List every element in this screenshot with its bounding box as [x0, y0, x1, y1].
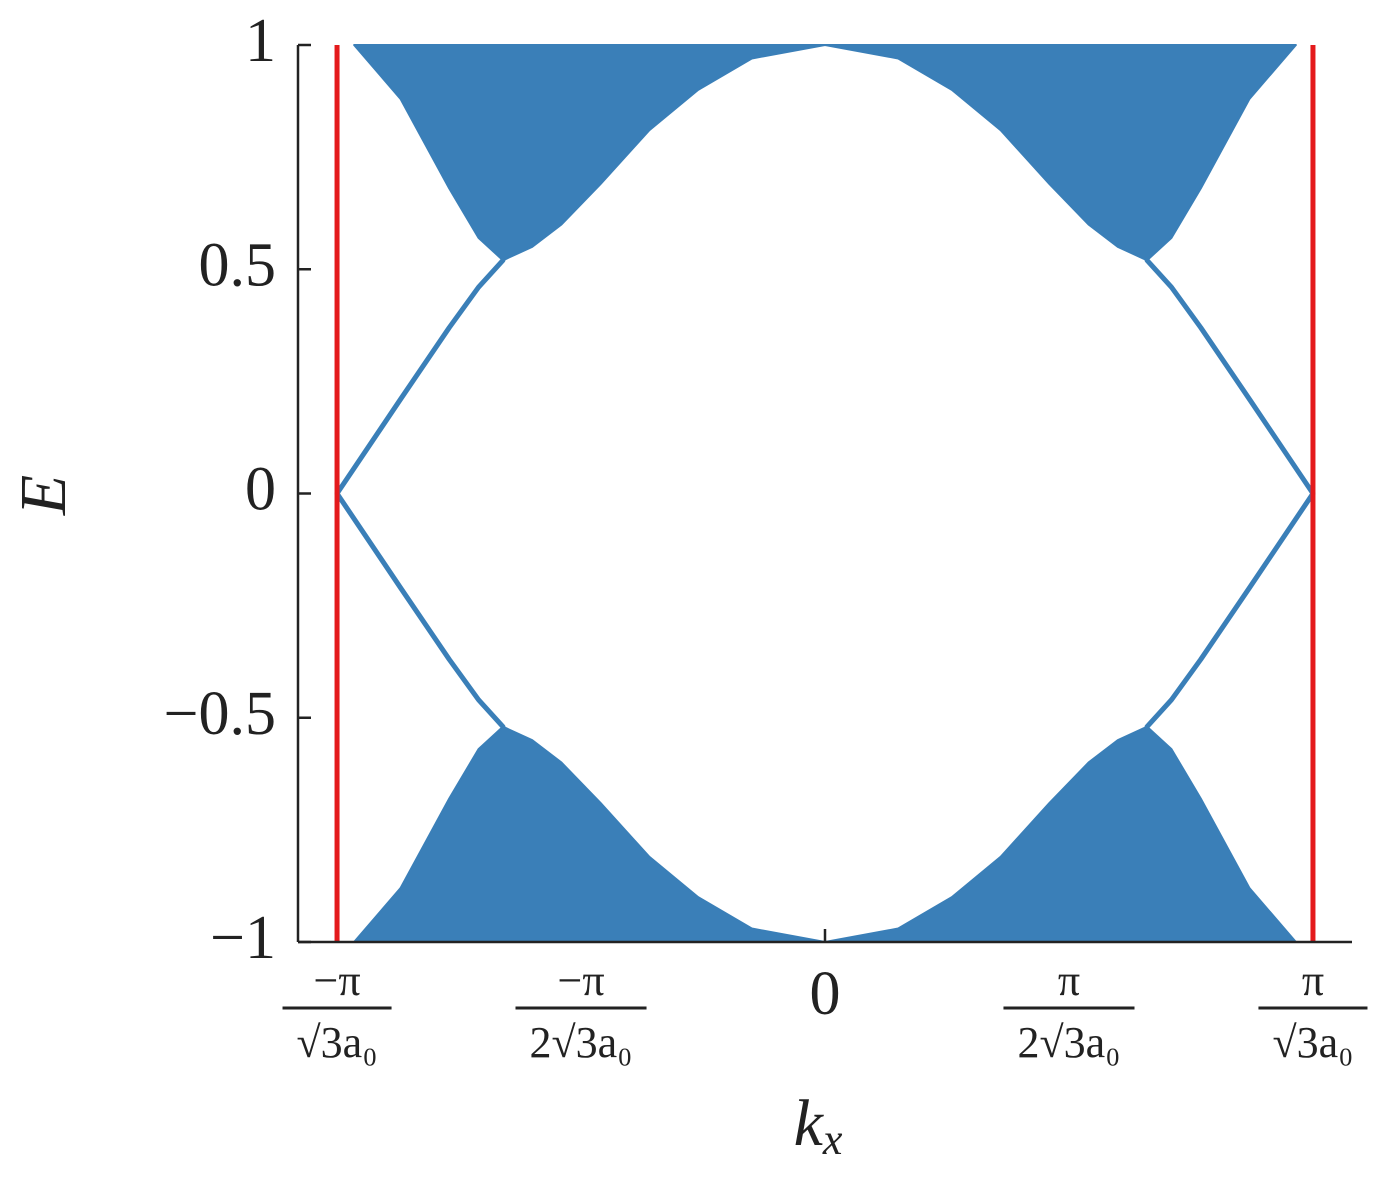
edge-state-line [1144, 257, 1316, 496]
y-tick-label: 0 [245, 456, 276, 524]
edge-state-line [334, 491, 506, 730]
x-tick-label: 0 [810, 960, 841, 1028]
x-axis-label: kx [794, 1087, 843, 1164]
edge-state-line [334, 257, 506, 496]
band-area [353, 725, 1297, 943]
y-tick-label: 1 [245, 7, 276, 75]
x-tick-denominator: 2√3a₀ [530, 1018, 633, 1067]
edge-state-line [1144, 491, 1316, 730]
x-tick-denominator: √3a₀ [297, 1018, 378, 1067]
x-tick-numerator: −π [558, 956, 605, 1005]
x-tick-denominator: 2√3a₀ [1017, 1018, 1120, 1067]
x-axis-label-sub: x [822, 1115, 843, 1164]
x-tick-numerator: −π [314, 956, 361, 1005]
y-tick-label: 0.5 [199, 231, 277, 299]
x-axis-label-base: k [794, 1087, 825, 1160]
x-tick-denominator: √3a₀ [1272, 1018, 1353, 1067]
y-tick-label: −0.5 [164, 680, 276, 748]
x-tick-numerator: π [1302, 956, 1324, 1005]
band-area [353, 44, 1297, 262]
y-axis-label: E [7, 475, 80, 516]
y-tick-label: −1 [210, 904, 276, 972]
x-tick-numerator: π [1058, 956, 1080, 1005]
